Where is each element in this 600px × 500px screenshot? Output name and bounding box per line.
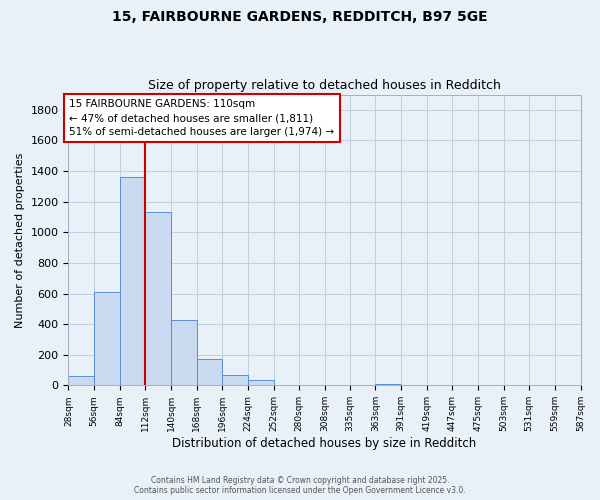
Bar	[145, 212, 171, 386]
Bar	[94, 292, 120, 386]
Bar	[375, 384, 401, 386]
Bar	[171, 320, 197, 386]
X-axis label: Distribution of detached houses by size in Redditch: Distribution of detached houses by size …	[172, 437, 476, 450]
Bar	[120, 177, 145, 386]
Bar	[223, 376, 248, 386]
Title: Size of property relative to detached houses in Redditch: Size of property relative to detached ho…	[148, 79, 501, 92]
Bar	[68, 376, 94, 386]
Bar	[197, 360, 223, 386]
Text: Contains HM Land Registry data © Crown copyright and database right 2025.
Contai: Contains HM Land Registry data © Crown c…	[134, 476, 466, 495]
Text: 15 FAIRBOURNE GARDENS: 110sqm
← 47% of detached houses are smaller (1,811)
51% o: 15 FAIRBOURNE GARDENS: 110sqm ← 47% of d…	[70, 99, 334, 137]
Y-axis label: Number of detached properties: Number of detached properties	[15, 152, 25, 328]
Text: 15, FAIRBOURNE GARDENS, REDDITCH, B97 5GE: 15, FAIRBOURNE GARDENS, REDDITCH, B97 5G…	[112, 10, 488, 24]
Bar	[248, 380, 274, 386]
